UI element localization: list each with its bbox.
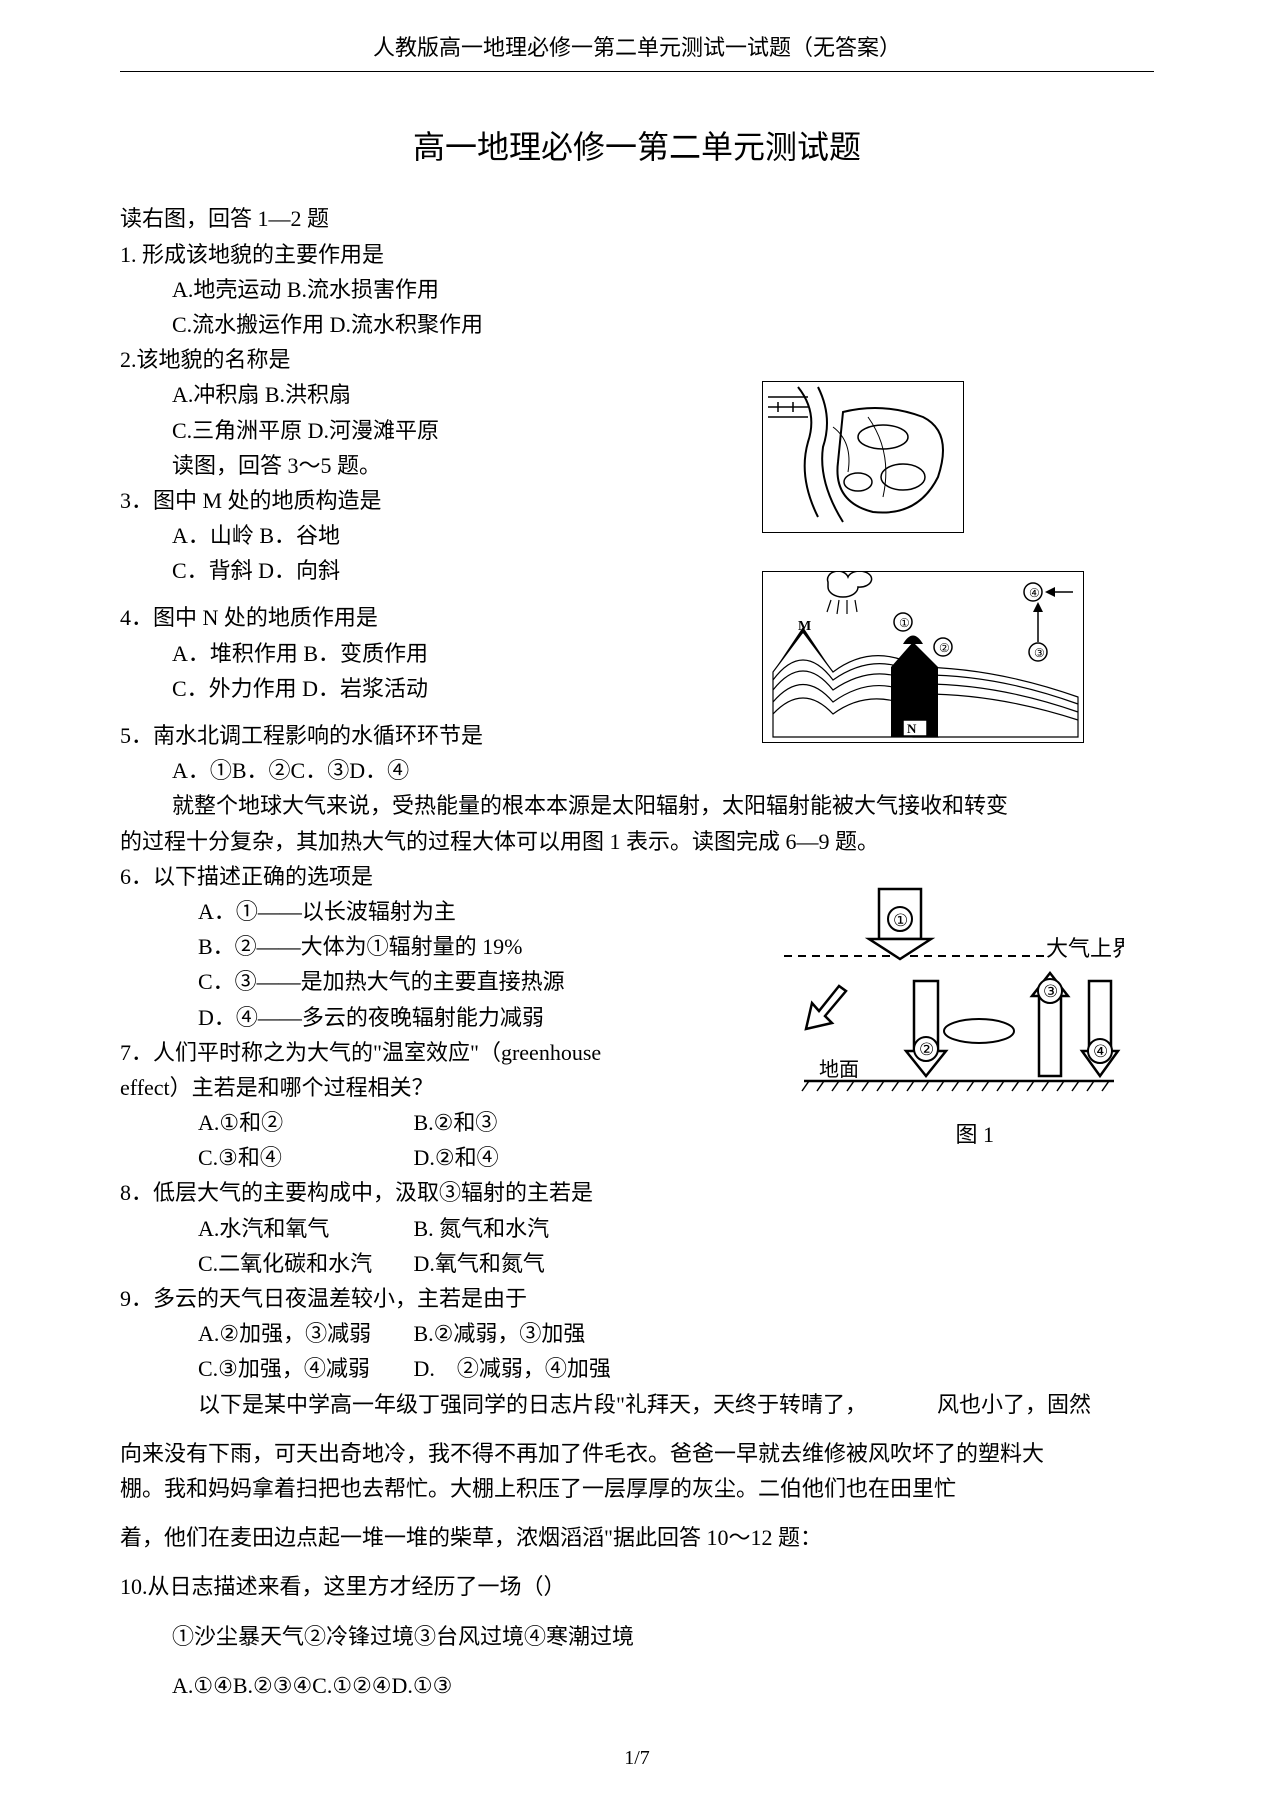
svg-text:③: ③ xyxy=(1034,646,1045,660)
passage-10-b: 向来没有下雨，可天出奇地冷，我不得不再加了件毛衣。爸爸一早就去维修被风吹坏了的塑… xyxy=(120,1436,1154,1471)
exam-title: 高一地理必修一第二单元测试题 xyxy=(120,122,1154,173)
q9-b: B.②减弱，③加强 xyxy=(414,1321,586,1346)
q1-opts-cd: C.流水搬运作用 D.流水积聚作用 xyxy=(120,307,1154,342)
passage-10-d: 着，他们在麦田边点起一堆一堆的柴草，浓烟滔滔"据此回答 10～12 题： xyxy=(120,1520,1154,1555)
figure-3-caption: 图 1 xyxy=(955,1117,994,1152)
passage-10-c: 棚。我和妈妈拿着扫把也去帮忙。大棚上积压了一层厚厚的灰尘。二伯他们也在田里忙 xyxy=(120,1471,1154,1506)
q9-row2: C.③加强，④减弱 D. ②减弱，④加强 xyxy=(120,1351,1154,1386)
q7-d: D.②和④ xyxy=(414,1145,499,1170)
q5-opts: A．①B．②C．③D．④ xyxy=(120,753,1154,788)
running-header: 人教版高一地理必修一第二单元测试一试题（无答案） xyxy=(120,30,1154,72)
label-ground: 地面 xyxy=(819,1058,859,1081)
svg-text:④: ④ xyxy=(1029,586,1040,600)
passage-10-a-part1: 以下是某中学高一年级丁强同学的日志片段"礼拜天，天终于转晴了， xyxy=(198,1392,867,1417)
q9-d: D. ②减弱，④加强 xyxy=(414,1356,611,1381)
content-area: ① ② ③ ④ M xyxy=(120,201,1154,1703)
q8-stem: 8．低层大气的主要构成中，汲取③辐射的主若是 xyxy=(120,1175,1154,1210)
q10-opts: A.①④B.②③④C.①②④D.①③ xyxy=(120,1668,1154,1703)
q1-stem: 1. 形成该地貌的主要作用是 xyxy=(120,237,1154,272)
q2-stem: 2.该地貌的名称是 xyxy=(120,342,1154,377)
q7-row1: A.①和② B.②和③ xyxy=(120,1105,1154,1140)
figure-2-geology: ① ② ③ ④ M xyxy=(762,571,1084,743)
passage-6-9-b: 的过程十分复杂，其加热大气的过程大体可以用图 1 表示。读图完成 6—9 题。 xyxy=(120,824,1154,859)
svg-text:①: ① xyxy=(893,911,908,930)
label-atmos-top: 大气上界 xyxy=(1046,936,1124,961)
q8-b: B. 氮气和水汽 xyxy=(414,1216,550,1241)
q7-c: C.③和④ xyxy=(198,1140,408,1175)
q9-c: C.③加强，④减弱 xyxy=(198,1351,408,1386)
q10-line2: ①沙尘暴天气②冷锋过境③台风过境④寒潮过境 xyxy=(120,1619,1154,1654)
passage-10-a: 以下是某中学高一年级丁强同学的日志片段"礼拜天，天终于转晴了， 风也小了，固然 xyxy=(120,1387,1154,1422)
figure-1-delta xyxy=(762,381,964,533)
q8-c: C.二氧化碳和水汽 xyxy=(198,1246,408,1281)
geology-diagram-svg: ① ② ③ ④ M xyxy=(763,572,1083,742)
q7-b: B.②和③ xyxy=(414,1110,498,1135)
svg-text:④: ④ xyxy=(1093,1042,1108,1061)
q9-row1: A.②加强，③减弱 B.②减弱，③加强 xyxy=(120,1316,1154,1351)
q7-a: A.①和② xyxy=(198,1105,408,1140)
svg-text:②: ② xyxy=(939,641,950,655)
q8-a: A.水汽和氧气 xyxy=(198,1211,408,1246)
passage-6-9-a: 就整个地球大气来说，受热能量的根本本源是太阳辐射，太阳辐射能被大气接收和转变 xyxy=(120,788,1154,823)
page-number: 1/7 xyxy=(0,1742,1274,1774)
intro-1-2: 读右图，回答 1—2 题 xyxy=(120,201,1154,236)
q8-d: D.氧气和氮气 xyxy=(414,1251,545,1276)
atmosphere-diagram-svg: 大气上界 地面 xyxy=(784,881,1124,1106)
q8-row1: A.水汽和氧气 B. 氮气和水汽 xyxy=(120,1211,1154,1246)
passage-10-a-part2: 风也小了，固然 xyxy=(937,1392,1091,1417)
q9-stem: 9．多云的天气日夜温差较小，主若是由于 xyxy=(120,1281,1154,1316)
q7-row2: C.③和④ D.②和④ xyxy=(120,1140,1154,1175)
q8-row2: C.二氧化碳和水汽 D.氧气和氮气 xyxy=(120,1246,1154,1281)
q9-a: A.②加强，③减弱 xyxy=(198,1316,408,1351)
figure-3-atmosphere: 大气上界 地面 xyxy=(784,881,1124,1106)
q3-opts-ab: A．山岭 B．谷地 xyxy=(120,518,1154,553)
delta-diagram-svg xyxy=(763,382,963,532)
q10-stem: 10.从日志描述来看，这里方才经历了一场（） xyxy=(120,1569,1154,1604)
svg-text:③: ③ xyxy=(1043,982,1058,1001)
q3-stem: 3．图中 M 处的地质构造是 xyxy=(120,483,1154,518)
q1-opts-ab: A.地壳运动 B.流水损害作用 xyxy=(120,272,1154,307)
intro-3-5: 读图，回答 3～5 题。 xyxy=(120,448,1154,483)
page: 人教版高一地理必修一第二单元测试一试题（无答案） 高一地理必修一第二单元测试题 xyxy=(0,0,1274,1804)
svg-text:①: ① xyxy=(899,616,910,630)
q2-opts-cd: C.三角洲平原 D.河漫滩平原 xyxy=(120,413,1154,448)
svg-text:N: N xyxy=(907,721,917,736)
q2-opts-ab: A.冲积扇 B.洪积扇 xyxy=(120,377,1154,412)
svg-text:②: ② xyxy=(919,1040,934,1059)
